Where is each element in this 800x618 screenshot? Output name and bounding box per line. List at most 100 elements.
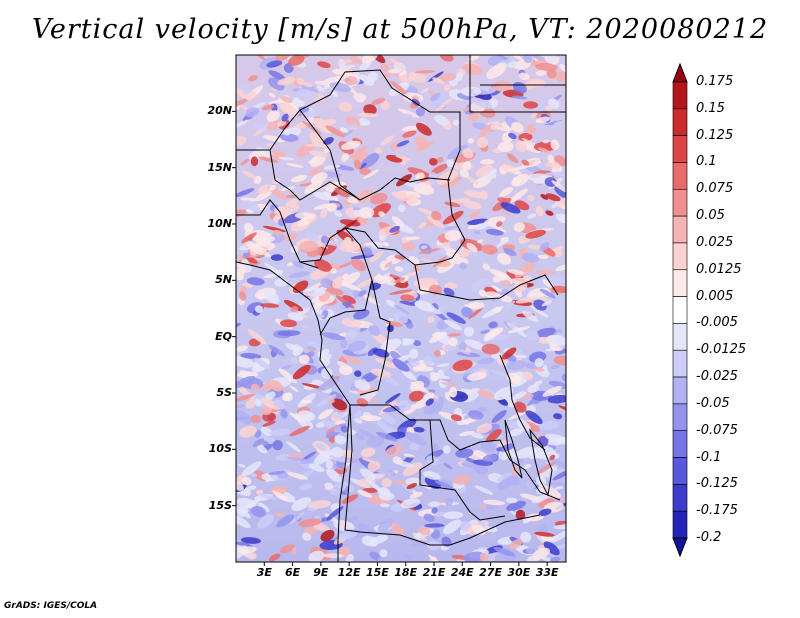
velocity-cell — [366, 436, 385, 447]
velocity-cell — [548, 470, 557, 476]
velocity-cell — [236, 119, 250, 131]
velocity-cell — [277, 330, 301, 337]
colorbar-box — [672, 269, 688, 297]
velocity-cell — [257, 514, 275, 529]
velocity-cell — [340, 425, 349, 433]
colorbar-box — [672, 403, 688, 432]
velocity-cell — [272, 439, 283, 451]
velocity-cell — [513, 401, 527, 413]
velocity-cell — [444, 225, 457, 230]
velocity-cell — [324, 553, 335, 557]
velocity-cell — [506, 500, 526, 511]
velocity-cell — [379, 549, 388, 558]
velocity-cell — [339, 127, 349, 133]
velocity-cell — [261, 406, 272, 416]
velocity-cell — [481, 244, 498, 255]
velocity-cell — [326, 468, 342, 483]
velocity-cell — [283, 233, 299, 242]
velocity-cell — [471, 55, 481, 59]
velocity-cell — [292, 364, 311, 380]
velocity-cell — [329, 82, 352, 93]
velocity-cell — [302, 120, 322, 135]
velocity-cell — [400, 498, 421, 509]
velocity-cell — [279, 95, 293, 103]
velocity-cell — [482, 263, 491, 271]
velocity-cell — [355, 303, 368, 311]
velocity-cell — [530, 305, 549, 318]
velocity-cell — [236, 345, 248, 352]
velocity-cell — [349, 458, 360, 464]
velocity-cell — [493, 546, 516, 557]
velocity-cell — [521, 138, 535, 146]
longitude-label: 3E — [256, 566, 272, 579]
velocity-cell — [359, 468, 377, 481]
velocity-cell — [550, 364, 561, 370]
velocity-cell — [370, 203, 392, 218]
velocity-cell — [353, 159, 362, 170]
velocity-cell — [369, 251, 384, 263]
velocity-cell — [279, 544, 295, 554]
colorbar-label: 0.05 — [696, 208, 725, 224]
velocity-cell — [268, 70, 286, 81]
velocity-cell — [415, 392, 435, 409]
velocity-cell — [544, 171, 566, 177]
velocity-cell — [511, 477, 520, 486]
velocity-cell — [462, 200, 482, 210]
colorbar-box — [672, 108, 688, 136]
velocity-cell — [379, 503, 391, 508]
velocity-cell — [304, 230, 320, 242]
velocity-cell — [442, 445, 451, 454]
velocity-cell — [236, 404, 247, 409]
velocity-cell — [429, 331, 447, 343]
velocity-cell — [290, 357, 299, 365]
velocity-cell — [297, 410, 316, 422]
velocity-cell — [541, 300, 553, 307]
velocity-cell — [534, 531, 555, 537]
velocity-cell — [331, 91, 339, 98]
velocity-cell — [508, 428, 524, 437]
velocity-cell — [428, 501, 441, 508]
velocity-cell — [518, 235, 528, 242]
velocity-cell — [373, 275, 387, 285]
velocity-cell — [299, 483, 313, 491]
colorbar-label: -0.2 — [696, 530, 722, 545]
velocity-cell — [401, 369, 417, 381]
velocity-cell — [287, 312, 304, 321]
velocity-cell — [430, 92, 441, 102]
velocity-cell — [278, 156, 295, 161]
colorbar-label: 0.075 — [696, 181, 734, 197]
velocity-cell — [317, 378, 339, 392]
velocity-cell — [369, 535, 389, 545]
velocity-cell — [243, 223, 254, 233]
velocity-cell — [397, 262, 414, 276]
lake-border — [504, 419, 523, 479]
velocity-cell — [283, 299, 304, 312]
velocity-cell — [285, 194, 298, 199]
velocity-cell — [314, 259, 333, 272]
velocity-cell — [391, 216, 404, 227]
velocity-cell — [462, 107, 472, 112]
colorbar-label: -0.025 — [696, 369, 738, 385]
velocity-cell — [377, 556, 385, 562]
velocity-cell — [547, 394, 566, 404]
velocity-cell — [553, 524, 566, 530]
velocity-cell — [462, 148, 474, 159]
velocity-cell — [497, 141, 514, 153]
velocity-cell — [546, 334, 566, 346]
velocity-cell — [376, 431, 398, 442]
velocity-cell — [513, 281, 528, 293]
velocity-cell — [380, 100, 390, 111]
velocity-cell — [443, 319, 462, 331]
velocity-cell — [298, 354, 310, 365]
velocity-cell — [533, 367, 545, 372]
velocity-cell — [459, 349, 471, 355]
velocity-cell — [480, 329, 491, 334]
longitude-label: 33E — [535, 566, 559, 579]
velocity-cell — [553, 413, 563, 420]
velocity-cell — [367, 460, 381, 472]
velocity-cell — [535, 206, 544, 217]
velocity-cell — [474, 76, 490, 81]
velocity-cell — [342, 295, 356, 304]
velocity-cell — [424, 523, 445, 528]
velocity-cell — [459, 246, 471, 258]
